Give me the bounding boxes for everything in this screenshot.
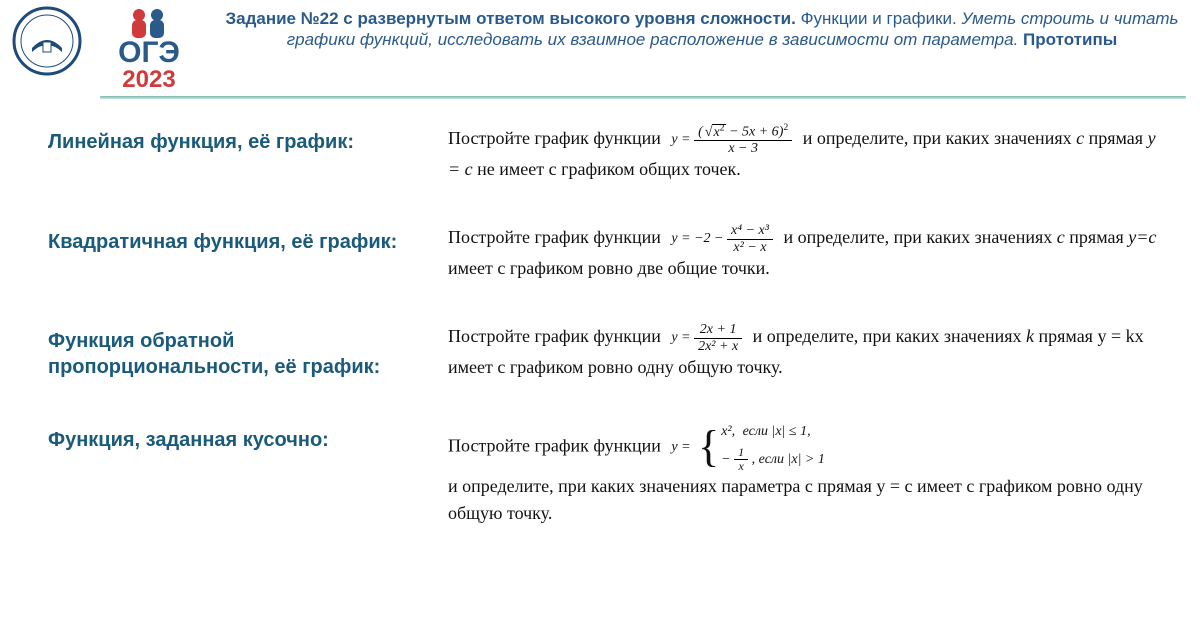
prefix-text: Постройте график функции (448, 227, 661, 247)
section-quadratic: Квадратичная функция, её график: Построй… (48, 223, 1170, 282)
mid2-text: прямая (1039, 326, 1093, 346)
formula-inverse: y = 2x + 1 2x² + x (671, 322, 742, 354)
section-body: Постройте график функции y = −2 − x⁴ − x… (448, 223, 1170, 282)
task-number-bold: Задание №22 с развернутым ответом высоко… (225, 9, 795, 28)
formula-quadratic: y = −2 − x⁴ − x³ x² − x (671, 223, 773, 255)
oge-logo: ОГЭ 2023 (94, 6, 204, 92)
header-title: Задание №22 с развернутым ответом высоко… (216, 6, 1188, 51)
oge-people-icon (94, 8, 204, 38)
tail-text: не имеет с графиком общих точек. (477, 159, 741, 179)
mid-text: и определите, при каких значениях (803, 128, 1072, 148)
prefix-text: Постройте график функции (448, 435, 661, 455)
mid2-text: прямая (1069, 227, 1123, 247)
section-label: Квадратичная функция, её график: (48, 223, 428, 255)
param: k (1026, 326, 1034, 346)
section-label: Функция обратной пропорциональности, её … (48, 322, 428, 380)
formula-piecewise: y = { x², если |x| ≤ 1, − 1 x (671, 421, 824, 473)
page-header: ОГЭ 2023 Задание №22 с развернутым ответ… (0, 0, 1200, 92)
quality-center-logo (12, 6, 82, 76)
tail-text: имеет с графиком ровно две общие точки. (448, 258, 770, 278)
prefix-text: Постройте график функции (448, 128, 661, 148)
oge-label: ОГЭ (118, 38, 180, 68)
section-linear: Линейная функция, её график: Постройте г… (48, 123, 1170, 183)
section-label: Функция, заданная кусочно: (48, 421, 428, 453)
section-body: Постройте график функции y = { x², если … (448, 421, 1170, 527)
mid-text: и определите, при каких значениях (783, 227, 1052, 247)
mid2-text: прямая (1089, 128, 1143, 148)
section-label: Линейная функция, её график: (48, 123, 428, 155)
section-piecewise: Функция, заданная кусочно: Постройте гра… (48, 421, 1170, 527)
title-plain: Функции и графики. (796, 9, 962, 28)
prefix-text: Постройте график функции (448, 326, 661, 346)
param: c (1076, 128, 1084, 148)
section-body: Постройте график функции y = 2x + 1 2x² … (448, 322, 1170, 381)
equation: y = kx (1097, 326, 1143, 346)
oge-year: 2023 (94, 68, 204, 92)
formula-linear: y = (x2 − 5x + 6)2 x − 3 (671, 123, 792, 156)
section-inverse: Функция обратной пропорциональности, её … (48, 322, 1170, 381)
content-area: Линейная функция, её график: Постройте г… (0, 99, 1200, 527)
tail-text: имеет с графиком ровно одну общую точку. (448, 357, 783, 377)
param: c (1057, 227, 1065, 247)
section-body: Постройте график функции y = (x2 − 5x + … (448, 123, 1170, 183)
title-tail: Прототипы (1018, 30, 1117, 49)
equation: y=c (1128, 227, 1156, 247)
tail-full-text: и определите, при каких значениях параме… (448, 476, 1143, 523)
mid-text: и определите, при каких значениях (753, 326, 1022, 346)
